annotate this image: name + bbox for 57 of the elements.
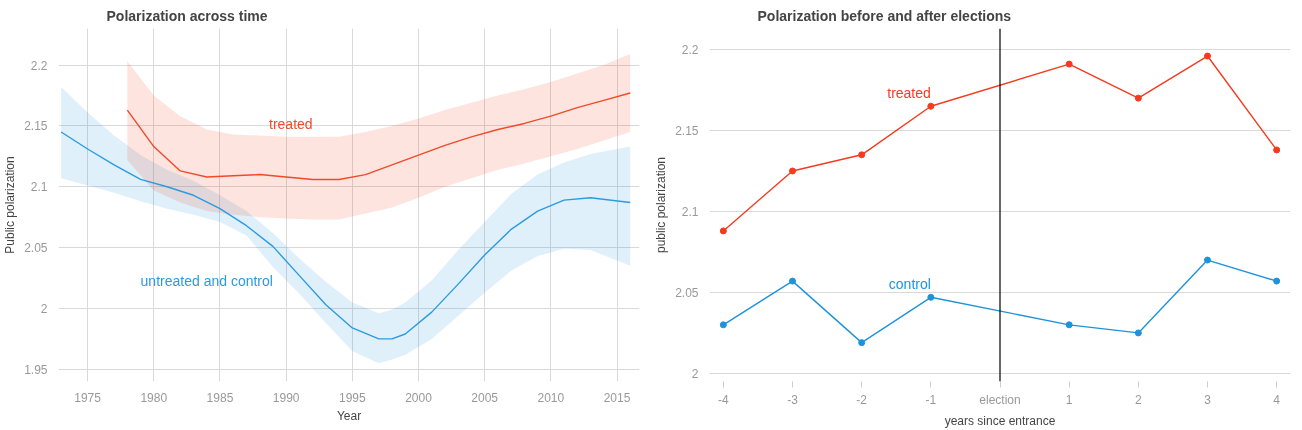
- text: treated: [269, 115, 313, 132]
- point: [1204, 256, 1211, 264]
- x-tick-label: -1: [925, 392, 937, 407]
- x-tick-label: 1995: [338, 390, 366, 405]
- y-tick-label: 2: [40, 301, 48, 316]
- x-tick-label: -4: [718, 392, 729, 407]
- x-tick-label: 2005: [471, 390, 499, 405]
- point: [1065, 321, 1073, 329]
- x-tick-label: 1975: [74, 390, 102, 405]
- x-tick-label: -2: [856, 392, 868, 407]
- chart-title: Polarization across time: [106, 7, 268, 24]
- line-series: [126, 92, 631, 181]
- point: [927, 293, 935, 301]
- point: [789, 277, 796, 285]
- line-series: [60, 131, 631, 340]
- series-label: treated: [887, 85, 931, 102]
- x-tick-label: 1990: [272, 390, 300, 405]
- series-label: control: [888, 276, 931, 293]
- point: [719, 321, 727, 329]
- x-tick-label: 2: [1135, 392, 1142, 407]
- x-tick-label: 1: [1065, 392, 1073, 407]
- point: [1134, 329, 1142, 337]
- y-tick-label: 2: [691, 366, 699, 381]
- point: [1134, 94, 1142, 102]
- x-tick-label: 1980: [140, 390, 168, 405]
- x-tick-label: 1985: [206, 390, 234, 405]
- series-label: untreated and control: [140, 273, 273, 290]
- x-tick-label: 2000: [405, 390, 433, 405]
- point: [858, 339, 866, 347]
- point: [789, 167, 796, 175]
- point: [858, 151, 866, 159]
- point: [1065, 60, 1073, 68]
- y-tick-label: 2.15: [675, 124, 699, 139]
- chart-title: Polarization before and after elections: [757, 7, 1012, 24]
- point: [719, 227, 727, 235]
- x-tick-label: -3: [787, 392, 799, 407]
- x-axis-title: years since entrance: [944, 413, 1056, 428]
- y-tick-label: 2.1: [30, 180, 48, 195]
- y-tick-label: 2.2: [30, 58, 48, 73]
- point: [1273, 277, 1281, 285]
- y-tick-label: 2.1: [681, 204, 699, 219]
- y-axis-title: public polarization: [654, 156, 669, 254]
- x-tick-label: election: [979, 392, 1021, 407]
- point: [1273, 146, 1281, 154]
- y-tick-label: 2.05: [24, 241, 48, 256]
- x-tick-label: 2015: [603, 390, 631, 405]
- y-tick-label: 2.2: [681, 43, 699, 58]
- x-tick-label: 2010: [537, 390, 565, 405]
- y-axis-title: Public polarization: [3, 156, 18, 254]
- x-axis-title: Year: [336, 408, 362, 423]
- x-tick-label: 3: [1204, 392, 1212, 407]
- y-tick-label: 2.05: [675, 285, 699, 300]
- y-tick-label: 2.15: [24, 119, 48, 134]
- point: [927, 102, 935, 110]
- x-tick-label: 4: [1273, 392, 1281, 407]
- y-tick-label: 1.95: [24, 362, 48, 377]
- point: [1204, 52, 1211, 60]
